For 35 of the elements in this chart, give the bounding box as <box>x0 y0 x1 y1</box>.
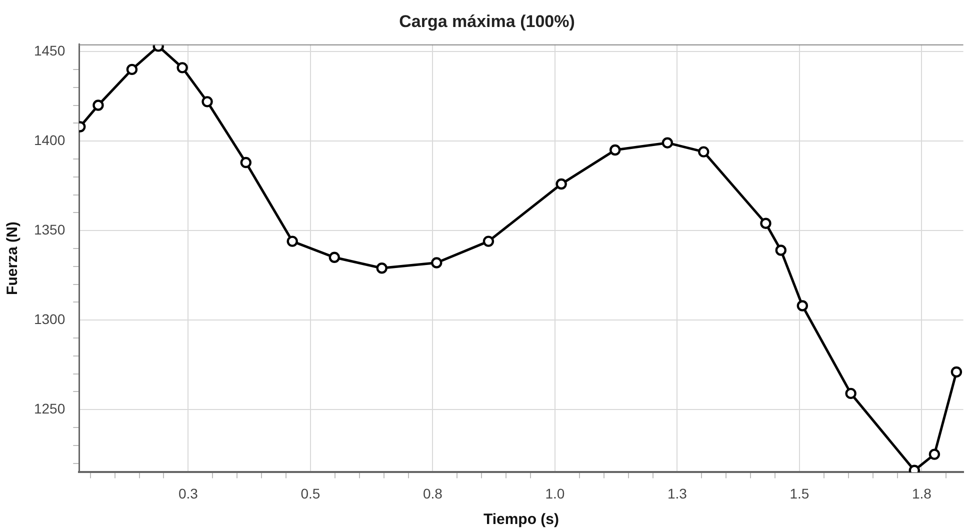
point <box>92 100 104 111</box>
point <box>286 236 298 247</box>
point <box>796 300 808 312</box>
point <box>610 144 621 156</box>
point <box>202 96 213 108</box>
point <box>240 156 252 168</box>
x-tick-label: 1.5 <box>790 485 810 502</box>
point <box>845 388 856 400</box>
x-tick-label: 0.3 <box>178 485 198 502</box>
point <box>662 137 674 148</box>
y-tick-label: 1450 <box>34 42 66 58</box>
point <box>760 218 772 229</box>
y-tick-label: 1400 <box>34 132 66 148</box>
point <box>698 146 710 158</box>
point <box>928 448 940 460</box>
point <box>950 366 962 378</box>
x-tick-label: 0.5 <box>300 485 320 502</box>
point <box>176 62 188 74</box>
y-tick-label: 1300 <box>34 310 66 327</box>
point <box>126 64 138 76</box>
x-tick-label: 0.8 <box>422 485 443 502</box>
y-tick-label: 1350 <box>34 221 66 238</box>
y-tick-label: 1250 <box>34 400 66 416</box>
y-axis-title: Fuerza (N) <box>4 222 22 295</box>
point <box>482 236 494 247</box>
x-tick-label: 1.8 <box>912 485 932 502</box>
point <box>556 178 567 190</box>
point <box>431 257 442 268</box>
chart-title: Carga máxima (100%) <box>399 12 575 31</box>
point <box>376 262 388 274</box>
x-tick-label: 1.3 <box>667 485 688 502</box>
point <box>328 252 340 264</box>
x-tick-label: 1.0 <box>545 485 565 502</box>
x-axis-title: Tiempo (s) <box>483 511 560 528</box>
point <box>775 244 786 256</box>
